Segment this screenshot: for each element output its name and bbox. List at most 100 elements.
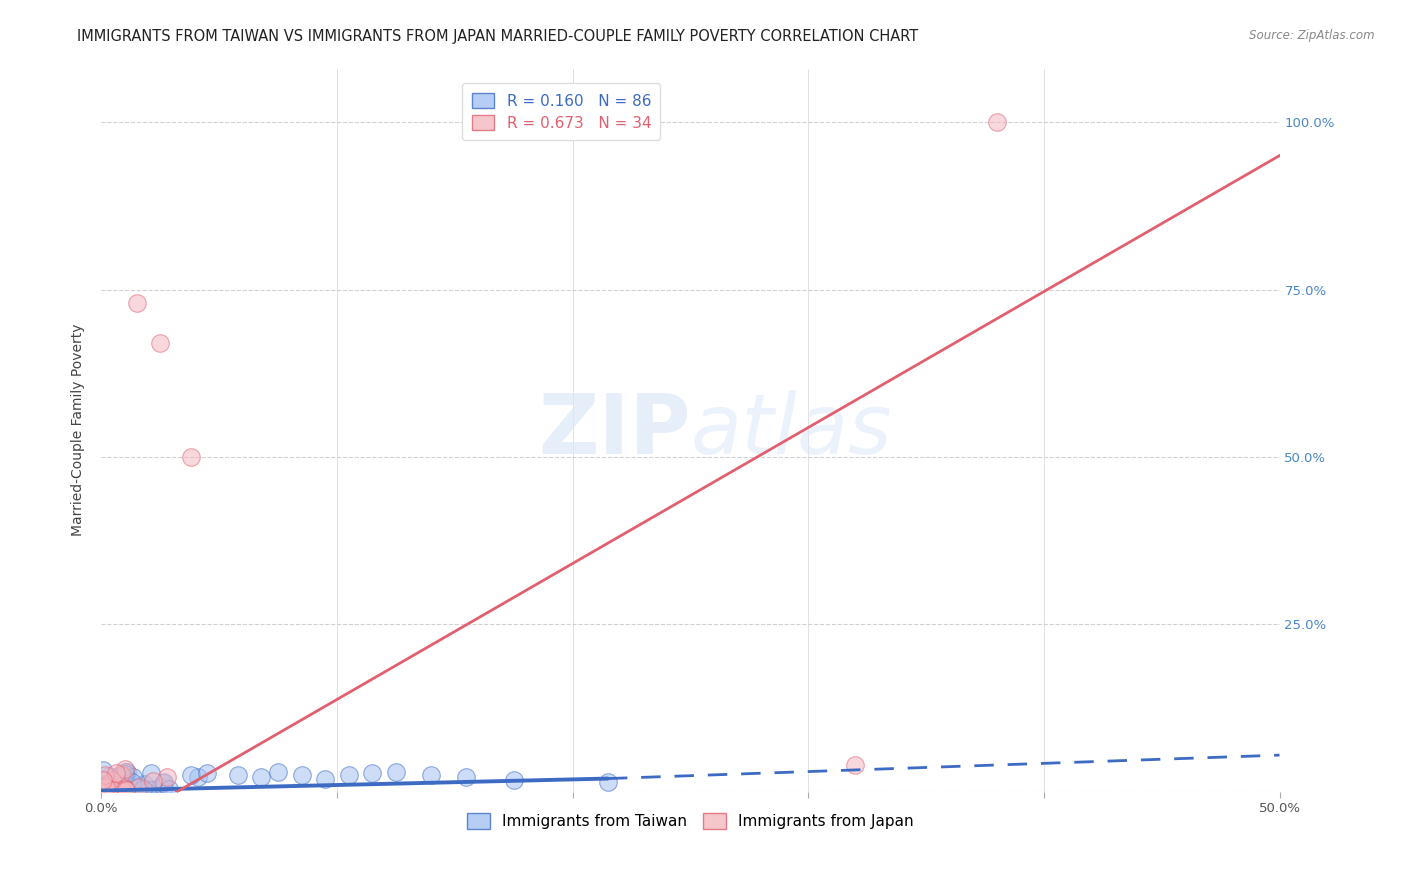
Point: [91, 764, 114, 778]
Point: [114, 783, 136, 797]
Point: [103, 784, 125, 798]
Point: [94, 780, 117, 794]
Point: [121, 784, 143, 798]
Point: [91, 783, 114, 797]
Point: [153, 780, 176, 795]
Point: [91, 780, 114, 794]
Point: [110, 772, 132, 786]
Point: [385, 764, 408, 779]
Point: [844, 758, 866, 772]
Point: [420, 768, 443, 782]
Point: [97, 778, 120, 792]
Point: [596, 775, 619, 789]
Point: [118, 779, 141, 793]
Point: [103, 780, 125, 795]
Point: [114, 764, 136, 779]
Point: [125, 780, 148, 795]
Point: [98, 777, 121, 791]
Point: [361, 766, 384, 780]
Point: [91, 779, 114, 793]
Point: [114, 780, 136, 795]
Point: [110, 780, 132, 794]
Point: [250, 770, 273, 784]
Point: [115, 783, 138, 797]
Point: [142, 774, 165, 789]
Point: [101, 784, 124, 798]
Point: [314, 772, 336, 786]
Point: [94, 780, 117, 794]
Point: [121, 784, 143, 798]
Point: [122, 770, 145, 784]
Point: [111, 783, 134, 797]
Point: [129, 782, 152, 797]
Point: [100, 784, 122, 798]
Point: [101, 782, 124, 797]
Point: [91, 784, 114, 798]
Point: [91, 780, 114, 794]
Point: [456, 770, 478, 784]
Point: [93, 783, 115, 797]
Point: [97, 783, 120, 797]
Point: [96, 783, 118, 797]
Point: [114, 781, 136, 796]
Point: [105, 783, 128, 797]
Point: [94, 781, 117, 796]
Point: [110, 782, 132, 797]
Point: [114, 767, 136, 781]
Point: [149, 336, 172, 351]
Point: [195, 766, 218, 780]
Point: [105, 783, 128, 797]
Point: [115, 784, 138, 798]
Point: [153, 775, 176, 789]
Point: [91, 781, 114, 796]
Point: [93, 784, 115, 798]
Point: [290, 768, 312, 782]
Point: [180, 450, 202, 464]
Point: [180, 768, 202, 782]
Point: [337, 768, 360, 782]
Point: [156, 770, 179, 784]
Point: [94, 768, 117, 782]
Point: [110, 767, 132, 781]
Point: [159, 782, 181, 797]
Point: [96, 780, 118, 794]
Point: [125, 296, 148, 310]
Point: [111, 784, 134, 798]
Text: atlas: atlas: [690, 390, 891, 471]
Point: [121, 774, 143, 789]
Point: [120, 783, 142, 797]
Point: [117, 765, 139, 780]
Point: [108, 779, 131, 793]
Point: [103, 784, 125, 798]
Point: [93, 780, 115, 794]
Point: [100, 772, 122, 787]
Point: [97, 776, 120, 790]
Point: [114, 774, 136, 789]
Point: [104, 772, 127, 786]
Point: [128, 780, 150, 794]
Point: [97, 769, 120, 783]
Point: [103, 777, 125, 791]
Point: [104, 766, 127, 780]
Text: IMMIGRANTS FROM TAIWAN VS IMMIGRANTS FROM JAPAN MARRIED-COUPLE FAMILY POVERTY CO: IMMIGRANTS FROM TAIWAN VS IMMIGRANTS FRO…: [77, 29, 918, 44]
Legend: Immigrants from Taiwan, Immigrants from Japan: Immigrants from Taiwan, Immigrants from …: [461, 806, 920, 835]
Point: [986, 115, 1008, 129]
Point: [132, 777, 155, 791]
Point: [115, 783, 138, 797]
Point: [94, 778, 117, 792]
Point: [112, 769, 135, 783]
Point: [91, 780, 114, 795]
Point: [267, 764, 290, 779]
Point: [110, 768, 132, 782]
Point: [104, 784, 127, 798]
Point: [108, 781, 131, 796]
Point: [139, 766, 162, 780]
Point: [107, 774, 129, 789]
Point: [98, 780, 121, 795]
Point: [101, 784, 124, 798]
Point: [97, 780, 120, 794]
Point: [94, 783, 117, 797]
Point: [91, 783, 114, 797]
Point: [121, 778, 143, 792]
Point: [101, 783, 124, 797]
